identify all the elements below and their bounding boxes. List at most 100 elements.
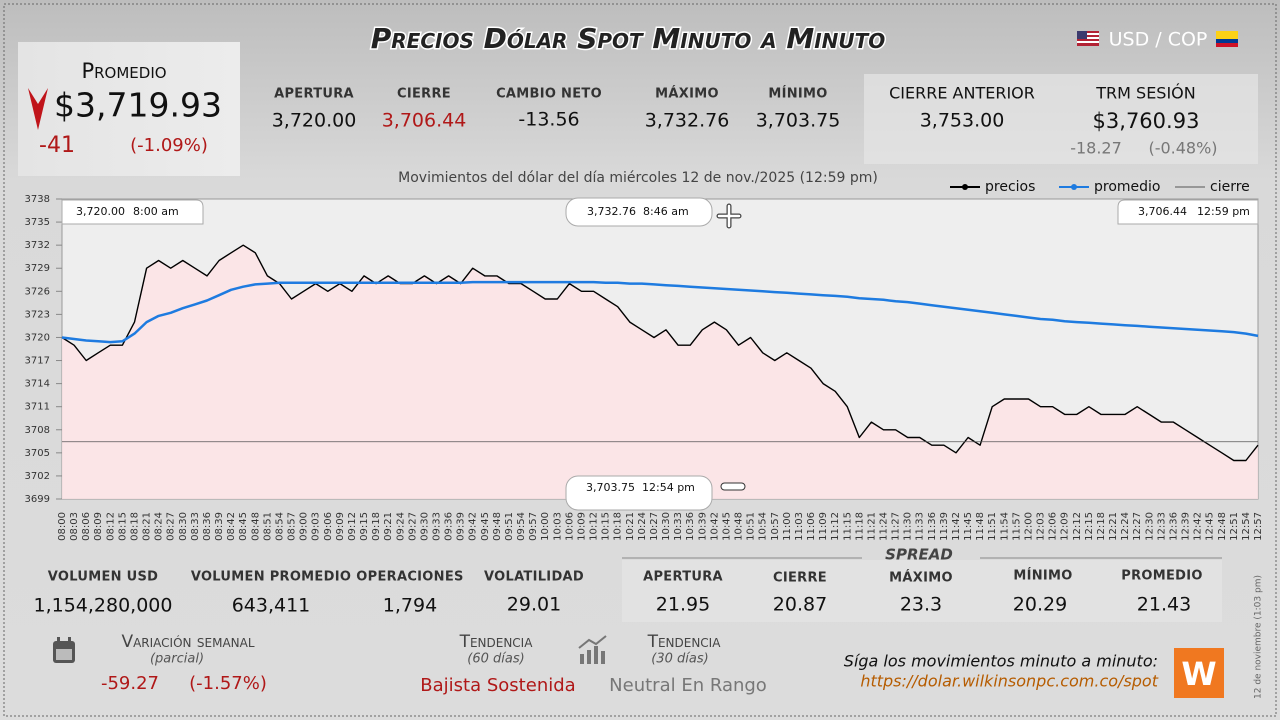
x-tick-label: 12:21	[1108, 512, 1119, 541]
spread-label: MÁXIMO	[889, 570, 953, 586]
trend-note: (60 días)	[467, 652, 524, 667]
x-tick-label: 12:27	[1132, 512, 1143, 541]
down-arrow	[28, 88, 48, 130]
footer-url[interactable]: https://dolar.wilkinsonpc.com.co/spot	[860, 672, 1158, 691]
x-tick-label: 11:48	[975, 512, 986, 541]
stat-label: VOLUMEN PROMEDIO	[191, 570, 351, 585]
weekly-label: Variación semanal	[121, 632, 254, 652]
x-tick-label: 10:39	[697, 512, 708, 541]
spread-label: APERTURA	[643, 570, 723, 585]
x-tick-label: 08:03	[69, 512, 80, 541]
spread-value: 20.87	[773, 594, 827, 616]
x-tick-label: 09:12	[347, 512, 358, 541]
spread-value: 21.43	[1137, 594, 1191, 616]
annotation-box	[565, 475, 713, 511]
average-line	[61, 280, 1259, 344]
chart: 3699 3702 3705 3708 3711 3714 3717 3720 3723 3726…	[25, 194, 1264, 541]
x-tick-label: 10:27	[649, 512, 660, 541]
spread-title: SPREAD	[885, 546, 953, 564]
weekly-change: -59.27	[101, 673, 159, 694]
spread-label: PROMEDIO	[1121, 569, 1203, 584]
legend-label: cierre	[1210, 179, 1250, 195]
frame	[3, 3, 1277, 717]
x-tick-label: 09:48	[492, 512, 503, 541]
x-tick-label: 09:18	[371, 512, 382, 541]
x-tick-label: 12:09	[1060, 512, 1071, 541]
x-tick-label: 10:00	[540, 512, 551, 541]
legend-label: precios	[985, 179, 1035, 195]
x-tick-label: 09:54	[516, 512, 527, 541]
scroll-handle[interactable]	[720, 482, 746, 491]
x-tick-label: 11:33	[915, 512, 926, 541]
y-tick-label: 3735	[25, 217, 50, 228]
spread-box	[622, 560, 1222, 622]
x-tick-label: 10:54	[758, 512, 769, 541]
x-tick-label: 09:57	[528, 512, 539, 541]
x-tick-label: 09:39	[456, 512, 467, 541]
price-line	[61, 244, 1259, 462]
x-tick-label: 11:57	[1011, 512, 1022, 541]
x-tick-label: 11:42	[951, 512, 962, 541]
stat-value: 1,154,280,000	[33, 595, 172, 617]
x-tick-label: 09:45	[480, 512, 491, 541]
promedio-label: Promedio	[81, 59, 166, 83]
x-tick-label: 08:30	[178, 512, 189, 541]
x-tick-label: 08:09	[93, 512, 104, 541]
y-tick-label: 3720	[25, 332, 50, 343]
x-tick-label: 09:00	[299, 512, 310, 541]
x-tick-label: 12:24	[1120, 512, 1131, 541]
weekly-change-pct: (-1.57%)	[189, 673, 267, 694]
x-tick-label: 11:45	[963, 512, 974, 541]
spread-value: 21.95	[656, 594, 710, 616]
x-tick-label: 09:09	[335, 512, 346, 541]
trm-change: -18.27	[1070, 139, 1122, 158]
weekly-note: (parcial)	[150, 652, 204, 667]
annotation-time: 8:46 am	[643, 205, 689, 218]
stat-label: CIERRE	[397, 87, 451, 102]
y-tick-label: 3732	[25, 240, 50, 251]
stat-label: VOLATILIDAD	[484, 570, 584, 585]
x-tick-label: 11:15	[842, 512, 853, 541]
calendar-icon	[53, 637, 75, 663]
x-tick-label: 09:33	[432, 512, 443, 541]
x-tick-label: 08:51	[262, 512, 273, 541]
x-tick-label: 10:48	[734, 512, 745, 541]
x-tick-label: 09:27	[407, 512, 418, 541]
stat-label: CAMBIO NETO	[496, 87, 602, 102]
x-tick-label: 12:12	[1072, 512, 1083, 541]
x-tick-label: 12:39	[1181, 512, 1192, 541]
x-tick-label: 10:06	[564, 512, 575, 541]
footer-prompt: Síga los movimientos minuto a minuto:	[844, 652, 1158, 671]
promedio-value: $3,719.93	[54, 86, 222, 125]
stat-value: 3,753.00	[920, 110, 1005, 132]
x-tick-label: 12:15	[1084, 512, 1095, 541]
x-tick-label: 12:57	[1253, 512, 1264, 541]
annotation-box	[565, 197, 713, 227]
stat-label: MÁXIMO	[655, 86, 719, 102]
x-tick-label: 10:12	[589, 512, 600, 541]
svg-text:W: W	[1181, 655, 1216, 693]
stat-label: APERTURA	[274, 87, 354, 102]
x-tick-label: 08:42	[226, 512, 237, 541]
spread-label: CIERRE	[773, 571, 827, 586]
y-tick-label: 3705	[25, 448, 50, 459]
us-flag	[1077, 31, 1099, 46]
y-tick-label: 3729	[25, 263, 50, 274]
x-tick-label: 11:39	[939, 512, 950, 541]
x-tick-label: 09:30	[419, 512, 430, 541]
x-tick-label: 10:09	[576, 512, 587, 541]
x-tick-label: 11:30	[903, 512, 914, 541]
timestamp: 12 de noviembre (1:03 pm)	[1254, 575, 1264, 699]
annotation-box	[1117, 199, 1259, 225]
x-tick-label: 11:24	[878, 512, 889, 541]
stat-value: 3,732.76	[645, 110, 730, 132]
annotation-time: 12:54 pm	[642, 481, 695, 494]
x-tick-label: 11:51	[987, 512, 998, 541]
x-tick-label: 08:33	[190, 512, 201, 541]
trend-icon	[578, 635, 607, 664]
x-tick-label: 09:21	[383, 512, 394, 541]
x-tick-label: 08:24	[154, 512, 165, 541]
x-tick-label: 10:33	[673, 512, 684, 541]
legend-label: promedio	[1094, 179, 1161, 195]
